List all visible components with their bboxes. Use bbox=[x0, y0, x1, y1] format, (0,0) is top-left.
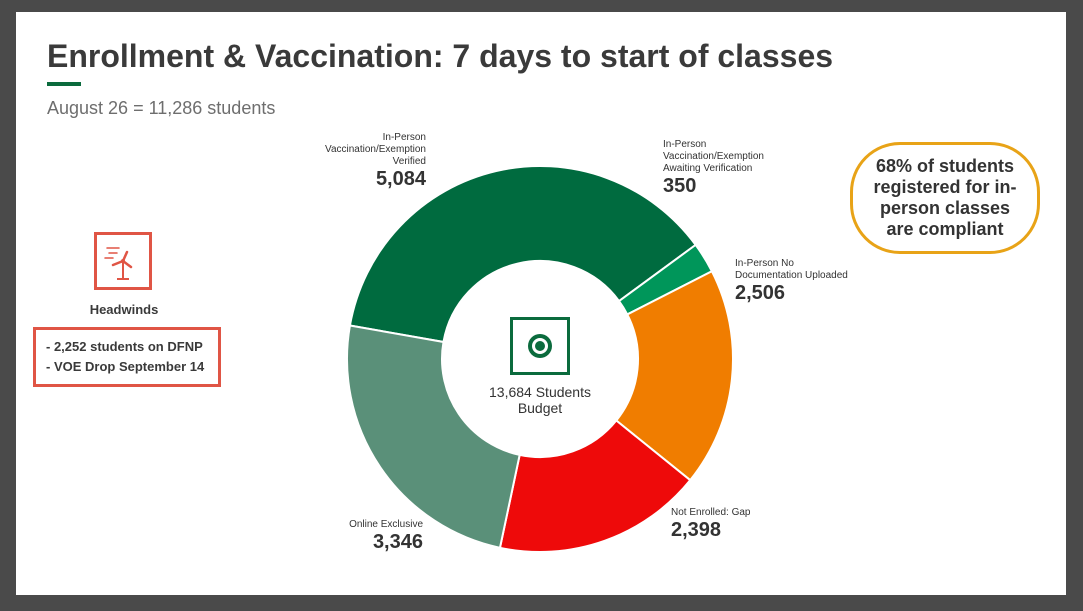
segment-label-line: Online Exclusive bbox=[349, 519, 423, 530]
segment-label-line: Awaiting Verification bbox=[663, 163, 753, 174]
donut-chart bbox=[346, 165, 734, 553]
segment-label: Online Exclusive 3,346 bbox=[311, 519, 423, 553]
subtitle: August 26 = 11,286 students bbox=[47, 98, 276, 118]
segment-label: In-Person No Documentation Uploaded 2,506 bbox=[735, 258, 875, 304]
segment-label-line: Vaccination/Exemption bbox=[663, 151, 764, 162]
segment-label-line: Vaccination/Exemption bbox=[325, 144, 426, 155]
segment-label: In-Person Vaccination/Exemption Awaiting V… bbox=[663, 139, 793, 197]
segment-label-line: In-Person bbox=[382, 132, 426, 143]
segment-no-docs bbox=[614, 269, 734, 482]
segment-value: 2,506 bbox=[735, 282, 786, 304]
title-underline bbox=[47, 82, 81, 86]
segment-label: Not Enrolled: Gap 2,398 bbox=[671, 507, 781, 541]
segment-value: 5,084 bbox=[375, 168, 426, 190]
segment-value: 2,398 bbox=[671, 519, 722, 541]
compliance-callout: 68% of students registered for in-person… bbox=[850, 142, 1040, 254]
segment-label-line: Not Enrolled: Gap bbox=[671, 507, 751, 518]
segment-not-enrolled bbox=[498, 419, 692, 553]
segment-value: 3,346 bbox=[372, 531, 423, 553]
center-label: 13,684 Students Budget bbox=[475, 384, 605, 416]
headwinds-label: Headwinds bbox=[89, 302, 159, 317]
center-line-2: Budget bbox=[517, 400, 563, 416]
segment-label-line: In-Person No bbox=[735, 258, 794, 269]
segment-label-line: In-Person bbox=[663, 139, 707, 150]
segment-verified bbox=[348, 165, 698, 344]
slide: Enrollment & Vaccination: 7 days to star… bbox=[16, 12, 1066, 595]
wind-turbine-icon bbox=[94, 232, 152, 290]
segment-label-line: Documentation Uploaded bbox=[735, 270, 848, 281]
center-line-1: 13,684 Students bbox=[489, 384, 591, 400]
headwinds-box: - 2,252 students on DFNP - VOE Drop Sept… bbox=[33, 327, 221, 387]
segment-value: 350 bbox=[663, 175, 697, 197]
page-title: Enrollment & Vaccination: 7 days to star… bbox=[47, 38, 834, 74]
target-icon bbox=[510, 317, 570, 375]
segment-label: In-Person Vaccination/Exemption Verified 5,… bbox=[316, 132, 426, 190]
donut-hole bbox=[443, 262, 637, 456]
segment-label-line: Verified bbox=[392, 156, 426, 167]
segment-online bbox=[346, 324, 521, 549]
callout-text: 68% of students registered for in-person… bbox=[873, 156, 1017, 239]
headwinds-item: - 2,252 students on DFNP bbox=[46, 339, 203, 354]
headwinds-item: - VOE Drop September 14 bbox=[46, 359, 205, 374]
